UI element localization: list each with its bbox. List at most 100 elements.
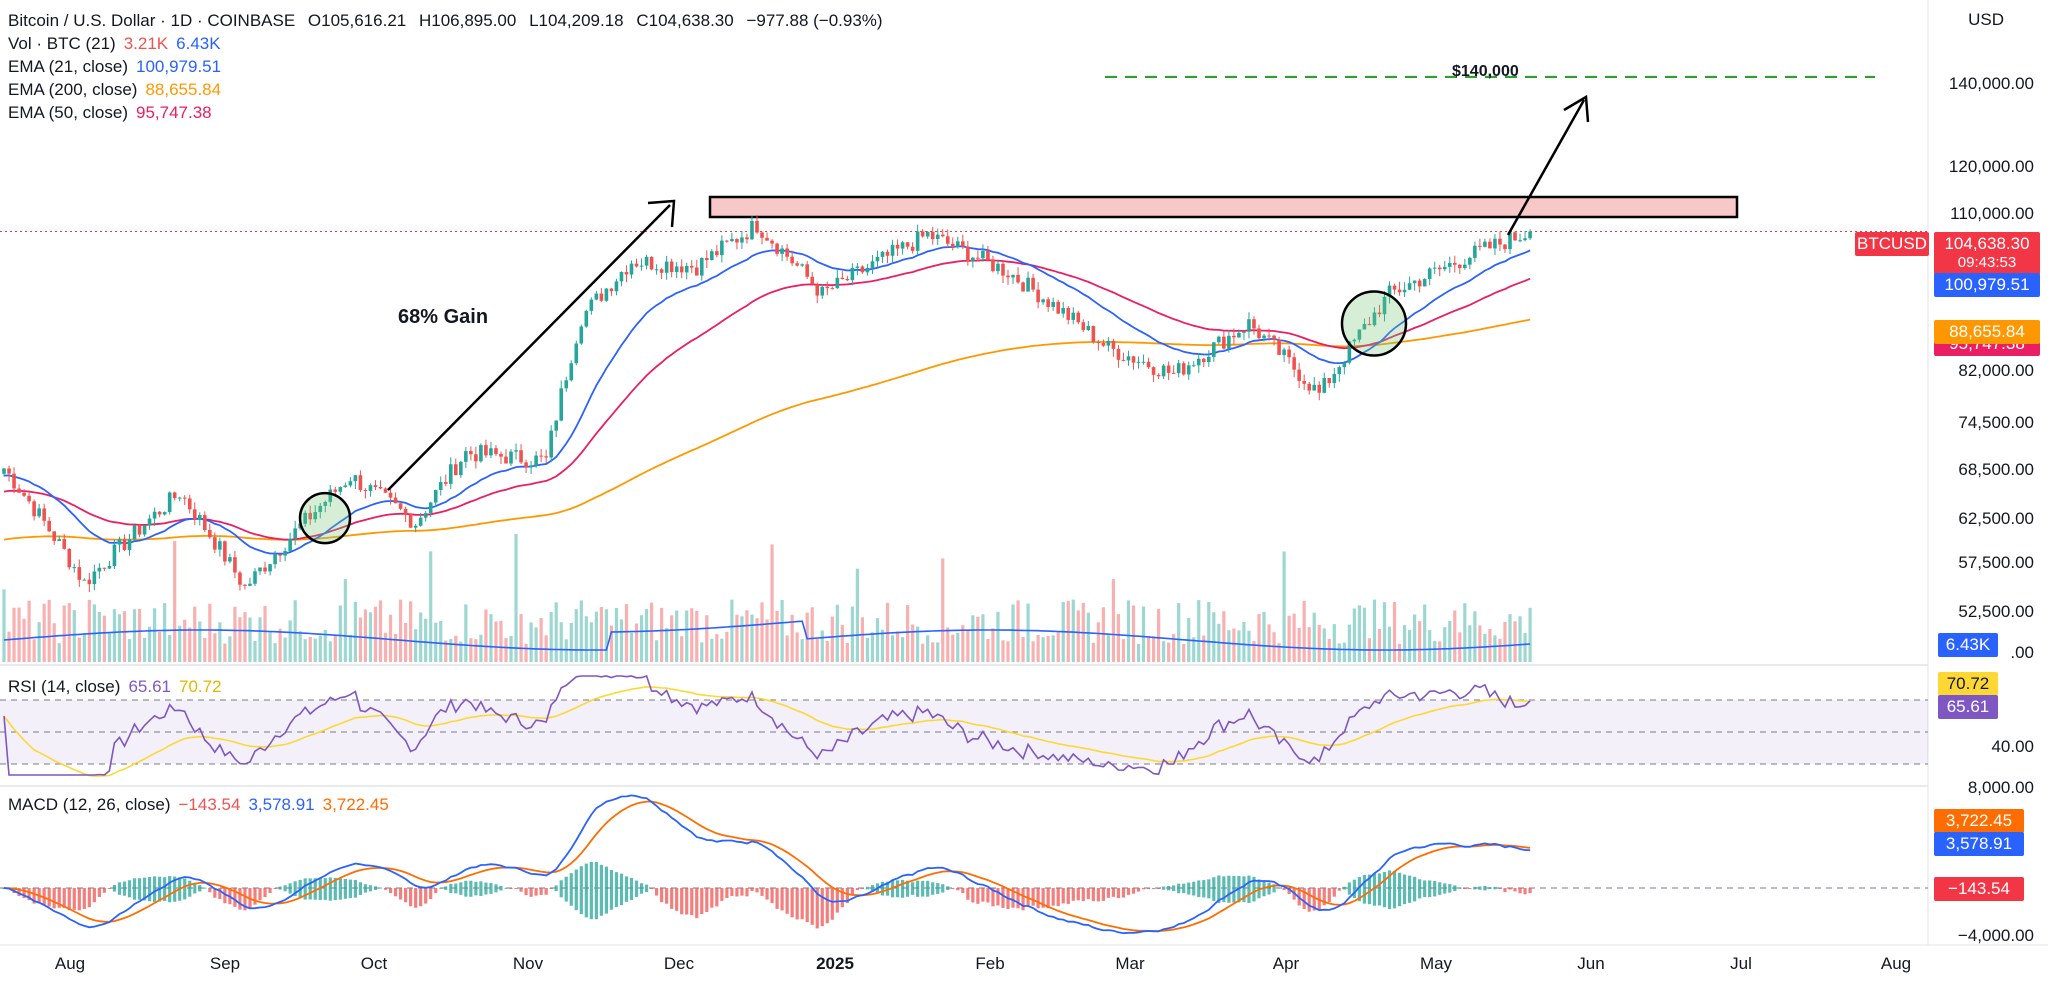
- macd-histogram-bar: [82, 888, 86, 909]
- volume-bar: [956, 632, 960, 662]
- candle-body: [112, 544, 117, 566]
- macd-histogram-bar: [1508, 888, 1512, 890]
- resistance-zone: [708, 195, 1739, 219]
- candle-body: [825, 286, 830, 289]
- candle-body: [971, 257, 975, 262]
- volume-bar: [318, 635, 322, 662]
- volume-bar: [680, 636, 684, 662]
- price-axis-label: 57,500.00: [1958, 553, 2034, 572]
- macd-histogram-bar: [273, 888, 277, 889]
- macd-histogram-bar: [700, 888, 704, 915]
- macd-histogram-bar: [243, 888, 247, 911]
- candle-body: [1292, 357, 1296, 370]
- candle-body: [1518, 240, 1522, 242]
- macd-histogram-bar: [961, 888, 965, 894]
- time-axis-label: Jul: [1730, 954, 1752, 973]
- volume-bar: [539, 618, 543, 662]
- ohlc-low: L104,209.18: [529, 11, 624, 30]
- candle-body: [1121, 359, 1126, 361]
- macd-histogram-bar: [715, 888, 719, 907]
- volume-bar: [810, 607, 814, 662]
- macd-histogram-bar: [710, 888, 714, 908]
- volume-bar: [494, 621, 498, 662]
- volume-ma-line: [3, 620, 1531, 651]
- candle-body: [1156, 374, 1161, 377]
- macd-histogram-bar: [1172, 885, 1176, 892]
- volume-bar: [1277, 643, 1281, 662]
- ema200-legend[interactable]: EMA (200, close) 88,655.84: [8, 79, 229, 101]
- candle-body: [1222, 336, 1226, 349]
- macd-histogram-bar: [153, 876, 157, 902]
- macd-histogram-bar: [1428, 880, 1432, 898]
- volume-bar: [1267, 624, 1271, 662]
- candle-body: [1447, 262, 1452, 267]
- price-axis-label: 52,500.00: [1958, 602, 2034, 621]
- volume-bar: [730, 599, 734, 662]
- macd-histogram-bar: [1101, 888, 1105, 901]
- macd-histogram-bar: [695, 888, 699, 919]
- candle-body: [1091, 325, 1096, 343]
- candle-body: [127, 539, 132, 551]
- price-axis-label: 110,000.00: [1950, 204, 2034, 223]
- macd-histogram-bar: [1468, 888, 1472, 889]
- candle-body: [1357, 329, 1362, 340]
- volume-bar: [424, 618, 428, 662]
- volume-bar: [624, 604, 629, 662]
- ema50-legend[interactable]: EMA (50, close) 95,747.38: [8, 102, 220, 124]
- volume-bar: [675, 610, 679, 662]
- candle-body: [1026, 277, 1030, 292]
- macd-histogram-bar: [1503, 888, 1507, 893]
- volume-bar: [534, 627, 538, 662]
- candle-body: [353, 475, 358, 482]
- macd-histogram-bar: [549, 888, 553, 889]
- candle-body: [203, 515, 207, 530]
- rsi-legend[interactable]: RSI (14, close) 65.61 70.72: [8, 676, 230, 698]
- signal-tag: 3,722.45: [1934, 809, 2024, 833]
- volume-bar: [765, 619, 769, 662]
- volume-bar: [1182, 643, 1186, 662]
- volume-bar: [996, 611, 1000, 662]
- macd-histogram-bar: [77, 888, 81, 911]
- macd-histogram-bar: [855, 888, 859, 891]
- candle-body: [1397, 289, 1402, 293]
- candle-body: [619, 272, 624, 282]
- candle-body: [1141, 361, 1146, 363]
- candle-body: [338, 487, 343, 492]
- vol-legend[interactable]: Vol · BTC (21) 3.21K 6.43K: [8, 33, 229, 55]
- candle-body: [62, 539, 67, 549]
- macd-histogram-bar: [253, 888, 257, 905]
- candle-body: [689, 265, 694, 268]
- macd-histogram-bar: [388, 888, 393, 894]
- volume-bar: [72, 610, 76, 662]
- candle-body: [197, 515, 202, 520]
- macd-histogram-bar: [439, 887, 443, 889]
- macd-histogram-bar: [931, 882, 935, 895]
- gain-annotation: 68% Gain: [398, 306, 489, 328]
- macd-histogram-bar: [102, 888, 106, 893]
- macd-histogram-bar: [1011, 888, 1015, 908]
- volume-bar: [1076, 610, 1080, 662]
- candle-body: [1086, 325, 1091, 330]
- volume-bar: [273, 643, 277, 662]
- volume-bar: [931, 642, 935, 662]
- volume-bar: [529, 622, 533, 662]
- volume-bar: [363, 609, 368, 662]
- macd-axis-label: −4,000.00: [1957, 926, 2034, 945]
- macd-legend[interactable]: MACD (12, 26, close) −143.54 3,578.91 3,722…: [8, 794, 397, 816]
- candle-body: [192, 509, 197, 520]
- macd-histogram-bar: [499, 885, 503, 891]
- candle-body: [760, 232, 764, 238]
- volume-bar: [1463, 603, 1467, 662]
- candle-body: [930, 231, 935, 240]
- candle-body: [800, 264, 804, 266]
- time-axis-label: Sep: [209, 954, 241, 973]
- macd-histogram-bar: [730, 888, 734, 896]
- volume-bar: [263, 606, 267, 662]
- candle-body: [147, 518, 152, 526]
- currency-selector[interactable]: USD: [1968, 10, 2004, 29]
- macd-histogram-bar: [589, 862, 593, 920]
- ema21-legend[interactable]: EMA (21, close) 100,979.51: [8, 56, 229, 78]
- macd-histogram-bar: [1453, 885, 1457, 892]
- candle-body: [1036, 289, 1040, 303]
